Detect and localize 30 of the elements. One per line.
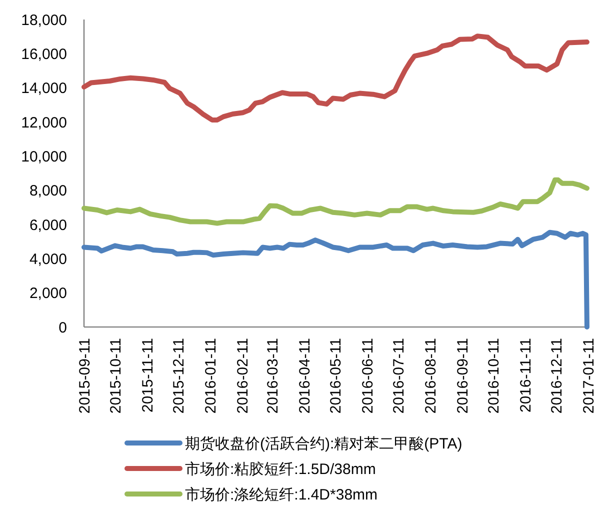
y-tick-label: 18,000 (21, 12, 67, 29)
x-tick-label: 2016-09-11 (454, 338, 472, 414)
y-tick-label: 6,000 (29, 216, 67, 234)
x-tick-label: 2016-12-11 (548, 338, 566, 414)
x-tick-label: 2016-07-11 (390, 338, 408, 414)
x-tick-label: 2016-10-11 (485, 338, 502, 414)
x-tick-label: 2016-06-11 (359, 338, 376, 414)
legend-label: 市场价:粘胶短纤:1.5D/38mm (185, 461, 376, 478)
x-tick-label: 2016-08-11 (422, 338, 440, 414)
y-tick-label: 2,000 (29, 285, 67, 302)
legend-label: 期货收盘价(活跃合约):精对苯二甲酸(PTA) (185, 436, 462, 452)
y-tick-label: 0 (58, 319, 67, 336)
y-tick-label: 8,000 (29, 182, 67, 200)
x-tick-label: 2016-05-11 (327, 338, 344, 414)
y-tick-label: 16,000 (21, 46, 67, 63)
x-tick-label: 2015-12-11 (170, 338, 188, 414)
legend-label: 市场价:涤纶短纤:1.4D*38mm (185, 486, 378, 504)
x-tick-label: 2015-11-11 (139, 338, 156, 413)
y-tick-label: 4,000 (29, 250, 67, 268)
x-tick-label: 2015-10-11 (107, 338, 124, 414)
x-tick-label: 2017-01-11 (580, 338, 597, 414)
y-tick-label: 12,000 (21, 114, 67, 132)
y-tick-label: 10,000 (21, 148, 67, 166)
x-tick-label: 2016-02-11 (234, 338, 252, 414)
x-tick-label: 2016-01-11 (202, 338, 220, 414)
x-tick-label: 2015-09-11 (76, 338, 94, 414)
x-tick-label: 2016-03-11 (264, 338, 282, 414)
x-tick-label: 2016-11-11 (517, 338, 534, 413)
y-tick-label: 14,000 (21, 80, 67, 98)
x-tick-label: 2016-04-11 (296, 338, 314, 414)
